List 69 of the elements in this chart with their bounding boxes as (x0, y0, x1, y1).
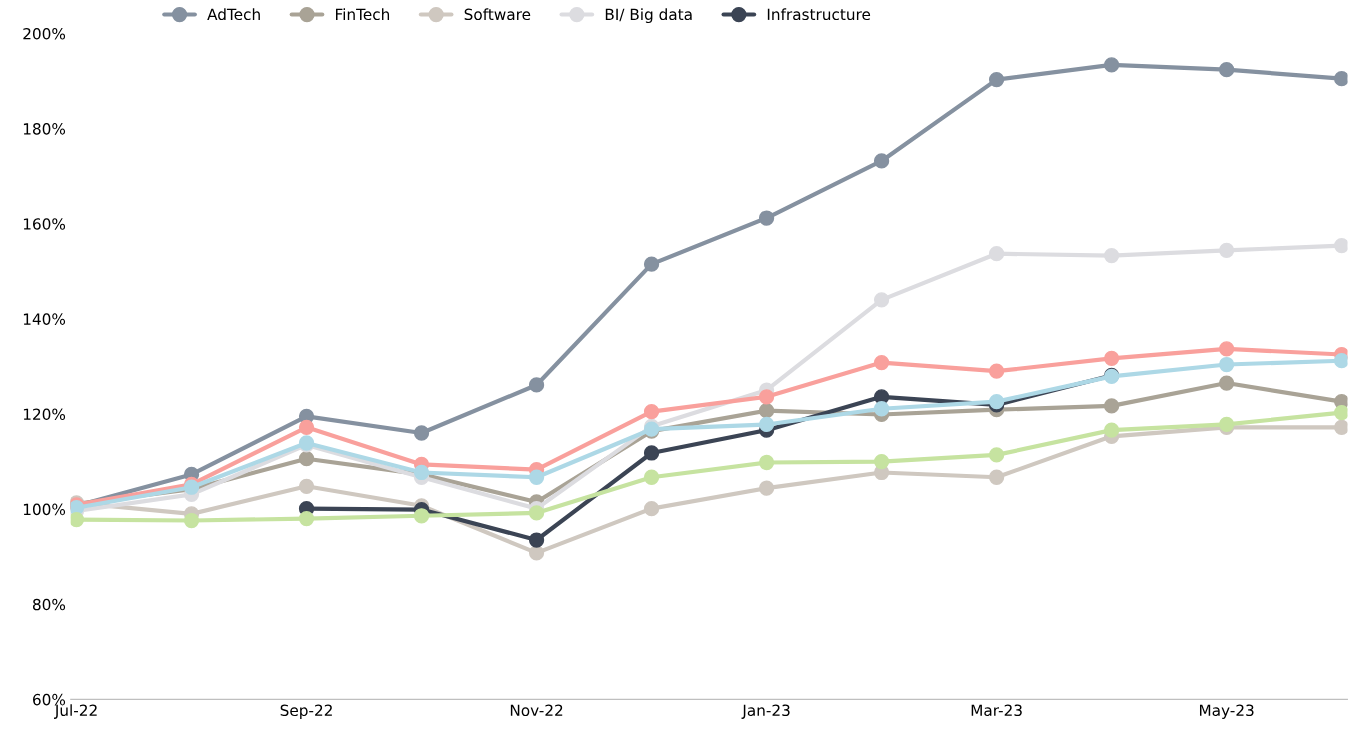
point (988, 363, 1005, 379)
point (1103, 422, 1120, 438)
point (643, 500, 660, 517)
point (873, 453, 890, 470)
y-tick-label: 140% (23, 313, 66, 325)
y-tick-label: 60% (33, 693, 66, 706)
legend-label: AdTech (207, 8, 260, 21)
point (643, 469, 660, 485)
point (1218, 61, 1235, 78)
point (528, 377, 545, 393)
point (988, 447, 1005, 463)
point (758, 389, 775, 405)
point (528, 545, 545, 561)
point (1218, 341, 1235, 357)
x-tick-label: Jul-22 (54, 704, 97, 719)
x-tick-label: Nov-22 (510, 704, 563, 717)
point (988, 469, 1005, 485)
y-tick-label: 160% (23, 218, 66, 230)
point (1333, 237, 1348, 254)
point (183, 512, 200, 529)
legend-label: Infrastructure (767, 8, 871, 21)
legend-label: Software (464, 8, 531, 21)
point (873, 401, 890, 417)
point (1218, 375, 1235, 391)
point (988, 246, 1005, 262)
point (758, 416, 775, 433)
point (70, 511, 85, 528)
point (1333, 419, 1348, 435)
point (643, 256, 660, 272)
point (1103, 398, 1120, 414)
point (758, 210, 775, 226)
x-tick-label: May-23 (1199, 704, 1254, 720)
y-tick-label: 100% (23, 503, 66, 516)
point (528, 469, 545, 485)
point (988, 71, 1005, 88)
point (1218, 242, 1235, 259)
point (1103, 57, 1120, 73)
point (988, 393, 1005, 410)
y-tick-label: 80% (32, 598, 66, 611)
point (298, 419, 315, 435)
x-tick-label: Jan-23 (741, 704, 790, 719)
point (528, 505, 545, 521)
point (758, 403, 775, 419)
point (643, 445, 660, 461)
point (1333, 404, 1348, 421)
point (413, 508, 430, 524)
point (1333, 353, 1348, 369)
point (298, 451, 315, 467)
point (1218, 356, 1235, 373)
point (298, 478, 315, 494)
point (528, 532, 545, 548)
point (1103, 350, 1120, 366)
point (758, 480, 775, 496)
legend-label: BI/ Big data (605, 8, 692, 24)
point (1103, 247, 1120, 264)
point (873, 292, 890, 308)
legend-label: FinTech (336, 8, 390, 21)
point (643, 403, 660, 420)
point (758, 454, 775, 471)
y-tick-label: 120% (23, 408, 66, 420)
x-tick-label: Mar-23 (971, 704, 1022, 717)
point (298, 510, 315, 527)
y-tick-label: 180% (23, 123, 66, 135)
x-tick-label: Sep-22 (280, 704, 332, 720)
y-tick-label: 200% (23, 27, 66, 40)
point (873, 354, 890, 371)
point (413, 425, 430, 441)
point (873, 153, 890, 169)
point (1333, 71, 1348, 87)
